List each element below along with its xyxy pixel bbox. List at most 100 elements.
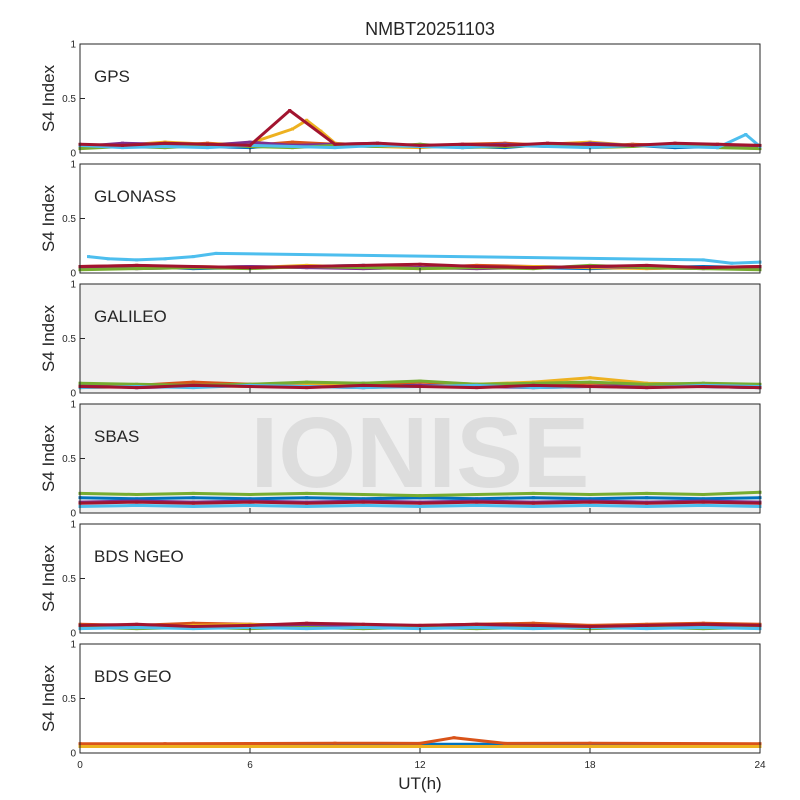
y-tick-label: 1 bbox=[70, 280, 76, 291]
data-point bbox=[191, 255, 195, 259]
data-point bbox=[588, 741, 592, 745]
x-tick-label: 6 bbox=[247, 760, 253, 771]
data-point bbox=[531, 383, 535, 387]
data-point bbox=[333, 142, 337, 146]
data-point bbox=[248, 385, 252, 388]
data-point bbox=[461, 146, 464, 150]
panel-bds-ngeo: 0 0.5 1 S4 Index BDS NGEO bbox=[39, 520, 762, 640]
data-point bbox=[475, 626, 479, 629]
x-tick-label: 24 bbox=[754, 760, 766, 771]
data-point bbox=[305, 621, 309, 625]
y-axis-label: S4 Index bbox=[39, 664, 58, 732]
data-point bbox=[333, 741, 337, 745]
data-point bbox=[418, 262, 422, 266]
data-point bbox=[191, 501, 195, 505]
panel-background bbox=[80, 524, 760, 633]
data-point bbox=[531, 381, 535, 385]
data-point bbox=[631, 143, 634, 147]
panel-label: BDS GEO bbox=[94, 667, 171, 686]
data-point bbox=[531, 505, 535, 508]
data-point bbox=[361, 386, 365, 390]
data-point bbox=[135, 382, 139, 386]
data-point bbox=[191, 265, 195, 268]
data-point bbox=[163, 141, 167, 145]
y-tick-label: 0.5 bbox=[62, 334, 76, 345]
data-point bbox=[305, 386, 309, 390]
data-point bbox=[248, 745, 252, 748]
data-point bbox=[475, 386, 479, 390]
data-point bbox=[588, 142, 592, 146]
data-point bbox=[588, 500, 592, 504]
series-2 bbox=[78, 736, 762, 746]
data-point bbox=[452, 736, 456, 740]
data-point bbox=[645, 505, 649, 508]
data-point bbox=[288, 109, 292, 112]
data-point bbox=[291, 140, 294, 144]
data-point bbox=[191, 627, 195, 631]
y-axis-label: S4 Index bbox=[39, 304, 58, 372]
data-point bbox=[163, 745, 167, 748]
watermark-text: IONISE bbox=[251, 397, 590, 509]
data-point bbox=[701, 500, 705, 504]
y-tick-label: 0.5 bbox=[62, 454, 76, 465]
data-point bbox=[305, 118, 309, 122]
data-point bbox=[645, 623, 649, 627]
y-axis-label: S4 Index bbox=[39, 544, 58, 612]
x-axis-label: UT(h) bbox=[398, 774, 441, 793]
data-point bbox=[588, 380, 592, 384]
panel-label: GPS bbox=[94, 67, 130, 86]
data-point bbox=[418, 143, 422, 147]
data-point bbox=[418, 741, 422, 745]
panel-background bbox=[80, 284, 760, 393]
panel-label: SBAS bbox=[94, 427, 139, 446]
data-point bbox=[305, 382, 309, 386]
data-point bbox=[361, 266, 365, 270]
data-point bbox=[531, 386, 535, 390]
data-point bbox=[305, 265, 309, 268]
x-tick-label: 12 bbox=[414, 760, 426, 771]
data-point bbox=[531, 621, 535, 625]
panel-sbas: 0 0.5 1 S4 Index SBAS bbox=[39, 400, 762, 520]
panel-gps: 0 0.5 1 S4 Index GPS bbox=[39, 40, 762, 160]
data-point bbox=[588, 503, 592, 507]
data-point bbox=[475, 383, 479, 387]
data-point bbox=[248, 266, 252, 270]
data-point bbox=[248, 626, 252, 629]
data-point bbox=[418, 385, 422, 388]
data-point bbox=[191, 621, 195, 625]
data-point bbox=[305, 505, 309, 508]
data-point bbox=[645, 501, 649, 505]
data-point bbox=[248, 143, 252, 147]
data-point bbox=[588, 745, 592, 748]
y-tick-label: 1 bbox=[70, 520, 76, 531]
data-point bbox=[305, 627, 309, 631]
data-point bbox=[291, 127, 294, 131]
data-point bbox=[206, 146, 209, 150]
data-point bbox=[645, 386, 649, 390]
data-point bbox=[588, 265, 592, 268]
data-point bbox=[475, 497, 479, 501]
y-tick-label: 1 bbox=[70, 160, 76, 171]
data-point bbox=[418, 379, 422, 383]
data-point bbox=[546, 145, 549, 148]
series-5 bbox=[78, 500, 762, 505]
data-point bbox=[191, 496, 195, 500]
y-axis-label: S4 Index bbox=[39, 64, 58, 132]
data-point bbox=[588, 493, 592, 496]
y-tick-label: 0 bbox=[70, 389, 76, 400]
data-point bbox=[503, 745, 507, 748]
data-point bbox=[418, 501, 422, 505]
data-point bbox=[376, 141, 379, 145]
panel-background bbox=[80, 644, 760, 753]
data-point bbox=[645, 491, 649, 495]
data-point bbox=[333, 146, 337, 150]
data-point bbox=[588, 146, 592, 150]
chart-title: NMBT20251103 bbox=[365, 19, 495, 39]
data-point bbox=[361, 381, 365, 385]
data-point bbox=[701, 385, 705, 388]
data-point bbox=[291, 145, 294, 148]
data-point bbox=[701, 266, 705, 270]
data-point bbox=[716, 142, 719, 146]
data-point bbox=[305, 501, 309, 505]
